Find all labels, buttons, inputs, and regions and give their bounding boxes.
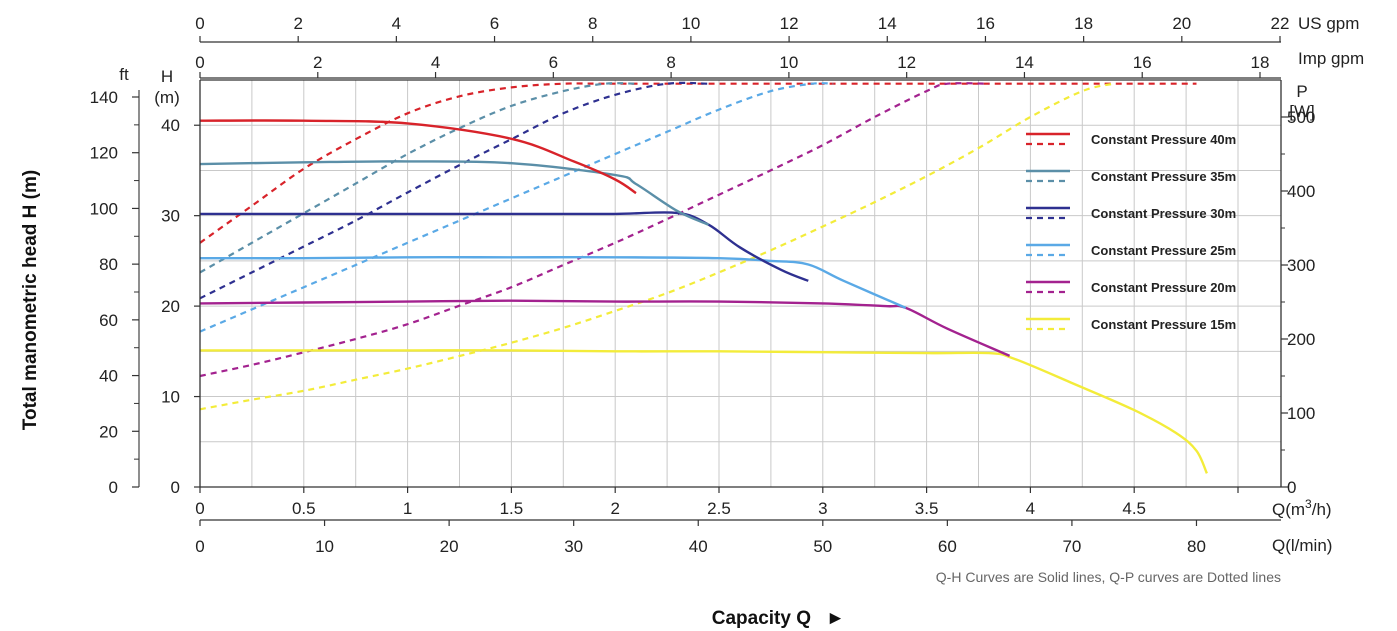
h-tick-label: 10	[161, 388, 180, 407]
x-tick-label: 2	[610, 499, 619, 518]
imp-gpm-tick-label: 0	[195, 53, 204, 72]
legend-label: Constant Pressure 25m	[1091, 243, 1236, 258]
ft-tick-label: 120	[90, 144, 118, 163]
qh-curve-constant-pressure-35m	[199, 160, 710, 226]
legend-label: Constant Pressure 30m	[1091, 206, 1236, 221]
qp-curve-constant-pressure-25m	[199, 82, 834, 333]
qp-curve-constant-pressure-35m	[199, 82, 637, 274]
imp-gpm-tick-label: 12	[897, 53, 916, 72]
legend-label: Constant Pressure 20m	[1091, 280, 1236, 295]
qh-curve-constant-pressure-25m	[199, 256, 907, 309]
qh-curve-constant-pressure-15m	[200, 349, 1208, 474]
power-tick-label: 400	[1287, 182, 1315, 201]
qh-curve-constant-pressure-40m	[199, 119, 637, 195]
us-gpm-tick-label: 20	[1172, 14, 1191, 33]
imp-gpm-unit-label: Imp gpm	[1298, 49, 1364, 68]
qp-curve-constant-pressure-15m	[199, 82, 1114, 411]
x-tick-label: 1.5	[500, 499, 524, 518]
q-lmin-unit-label: Q(l/min)	[1272, 536, 1332, 555]
imp-gpm-tick-label: 14	[1015, 53, 1034, 72]
qh-curve-constant-pressure-30m	[200, 211, 809, 282]
curve-type-note: Q-H Curves are Solid lines, Q-P curves a…	[936, 569, 1281, 585]
legend-label: Constant Pressure 15m	[1091, 317, 1236, 332]
lmin-tick-label: 30	[564, 537, 583, 556]
us-gpm-tick-label: 2	[293, 14, 302, 33]
x-axis-title: Capacity Q	[712, 608, 811, 629]
ft-tick-label: 40	[99, 367, 118, 386]
x-axis-title-arrow: ►	[826, 608, 845, 629]
legend-label: Constant Pressure 35m	[1091, 169, 1236, 184]
qp-curves	[199, 81, 1197, 411]
lmin-tick-label: 10	[315, 537, 334, 556]
qp-curve-constant-pressure-20m	[199, 82, 989, 378]
qh-curve-constant-pressure-20m	[199, 299, 1011, 357]
lmin-tick-label: 0	[195, 537, 204, 556]
us-gpm-unit-label: US gpm	[1298, 14, 1359, 33]
us-gpm-tick-label: 0	[195, 14, 204, 33]
imp-gpm-tick-label: 4	[431, 53, 440, 72]
x-tick-label: 0.5	[292, 499, 316, 518]
x-tick-label: 4	[1026, 499, 1035, 518]
us-gpm-tick-label: 8	[588, 14, 597, 33]
ft-unit-label: ft	[119, 65, 129, 84]
us-gpm-tick-label: 6	[490, 14, 499, 33]
h-tick-label: 40	[161, 116, 180, 135]
ft-tick-label: 0	[109, 478, 118, 497]
ft-tick-label: 20	[99, 422, 118, 441]
h-tick-label: 0	[171, 478, 180, 497]
power-tick-label: 0	[1287, 478, 1296, 497]
power-tick-label: 200	[1287, 330, 1315, 349]
qh-curves	[199, 119, 1208, 474]
us-gpm-tick-label: 16	[976, 14, 995, 33]
h-unit-label-line2: (m)	[154, 88, 179, 107]
axes: 0 0.5 1 1.5 2 2.5 3 3.5 4 4.50 10 20 30 40 50 60 70 800 2 4…	[90, 14, 1316, 556]
imp-gpm-tick-label: 6	[549, 53, 558, 72]
q-m3h-unit-label: Q(m3/h)	[1272, 497, 1332, 519]
power-tick-label: 500	[1287, 108, 1315, 127]
ft-tick-label: 60	[99, 311, 118, 330]
qp-curve-constant-pressure-30m	[199, 81, 709, 300]
us-gpm-tick-label: 22	[1271, 14, 1290, 33]
lmin-tick-label: 50	[813, 537, 832, 556]
x-tick-label: 3.5	[915, 499, 939, 518]
lmin-tick-label: 40	[689, 537, 708, 556]
h-tick-label: 30	[161, 207, 180, 226]
imp-gpm-tick-label: 16	[1133, 53, 1152, 72]
x-tick-label: 3	[818, 499, 827, 518]
imp-gpm-tick-label: 8	[666, 53, 675, 72]
lmin-tick-label: 70	[1062, 537, 1081, 556]
power-unit-label-line1: P	[1296, 82, 1307, 101]
x-tick-label: 0	[195, 499, 204, 518]
power-tick-label: 300	[1287, 256, 1315, 275]
x-tick-label: 2.5	[707, 499, 731, 518]
y-axis-title: Total manometric head H (m)	[20, 170, 41, 430]
imp-gpm-tick-label: 10	[779, 53, 798, 72]
lmin-tick-label: 20	[440, 537, 459, 556]
us-gpm-tick-label: 14	[878, 14, 897, 33]
power-unit-label-line2: [W]	[1289, 102, 1315, 121]
us-gpm-tick-label: 4	[392, 14, 401, 33]
x-tick-label: 4.5	[1122, 499, 1146, 518]
us-gpm-tick-label: 18	[1074, 14, 1093, 33]
imp-gpm-tick-label: 18	[1251, 53, 1270, 72]
qp-curve-constant-pressure-40m	[199, 82, 1197, 244]
power-tick-label: 100	[1287, 404, 1315, 423]
ft-tick-label: 80	[99, 255, 118, 274]
legend-label: Constant Pressure 40m	[1091, 132, 1236, 147]
ft-tick-label: 140	[90, 88, 118, 107]
lmin-tick-label: 60	[938, 537, 957, 556]
ft-tick-label: 100	[90, 199, 118, 218]
us-gpm-tick-label: 12	[780, 14, 799, 33]
lmin-tick-label: 80	[1187, 537, 1206, 556]
imp-gpm-tick-label: 2	[313, 53, 322, 72]
h-tick-label: 20	[161, 297, 180, 316]
legend: Constant Pressure 40m Constant Pressure 3…	[1026, 132, 1236, 332]
x-tick-label: 1	[403, 499, 412, 518]
h-unit-label-line1: H	[161, 67, 173, 86]
us-gpm-tick-label: 10	[681, 14, 700, 33]
